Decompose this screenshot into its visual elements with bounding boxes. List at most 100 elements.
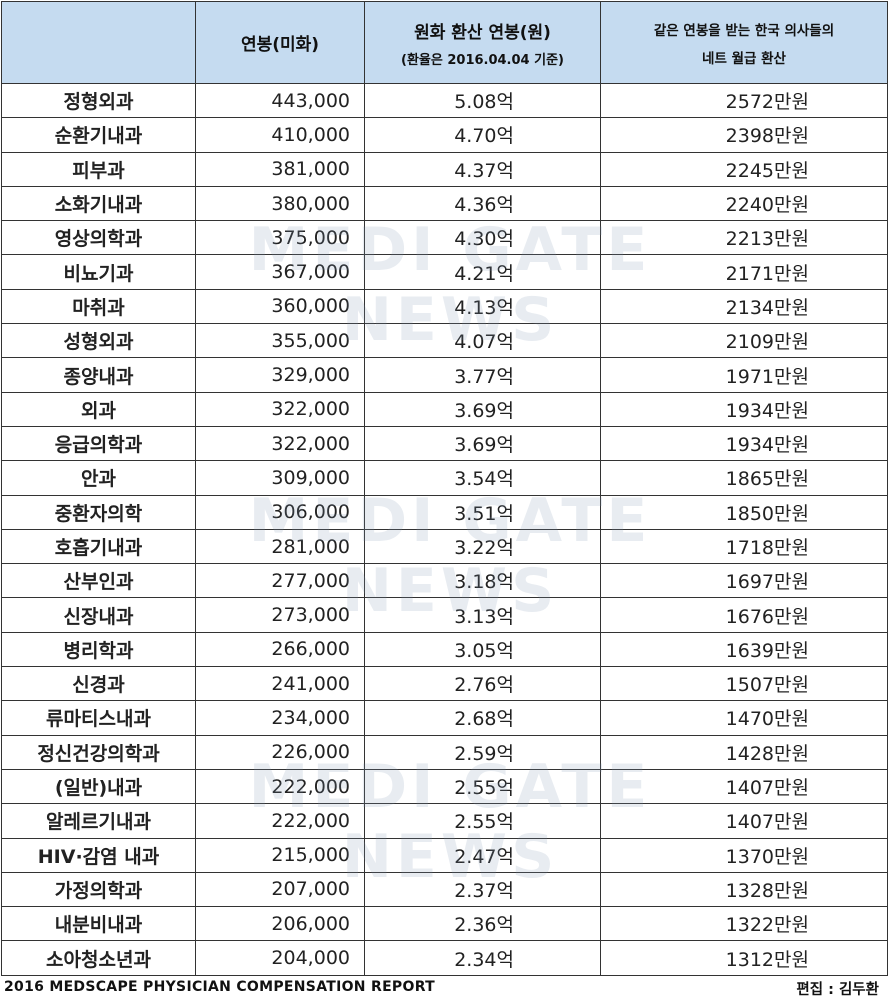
- cell-usd-salary: 206,000: [195, 906, 365, 942]
- cell-usd-salary: 410,000: [195, 117, 365, 153]
- cell-krw-salary: 4.37억: [364, 151, 601, 187]
- cell-specialty: 안과: [1, 460, 196, 496]
- table-row: 외과 322,000 3.69억 1934만원: [1, 391, 888, 427]
- cell-usd-salary: 306,000: [195, 494, 365, 530]
- cell-usd-salary: 234,000: [195, 700, 365, 736]
- cell-usd-salary: 204,000: [195, 940, 365, 976]
- cell-specialty: 호흡기내과: [1, 528, 196, 565]
- cell-specialty: 산부인과: [1, 563, 196, 599]
- cell-usd-salary: 380,000: [195, 185, 365, 222]
- cell-specialty: 신장내과: [1, 597, 196, 633]
- cell-monthly-net: 1370만원: [600, 837, 888, 873]
- cell-specialty: 순환기내과: [1, 117, 196, 153]
- table-row: 호흡기내과 281,000 3.22억 1718만원: [1, 528, 888, 565]
- cell-specialty: 종양내과: [1, 357, 196, 393]
- cell-krw-salary: 4.70억: [364, 117, 601, 153]
- cell-krw-salary: 4.36억: [364, 185, 601, 222]
- header-specialty: [1, 1, 196, 84]
- cell-usd-salary: 273,000: [195, 597, 365, 633]
- table-row: 영상의학과 375,000 4.30억 2213만원: [1, 220, 888, 256]
- cell-usd-salary: 277,000: [195, 563, 365, 599]
- table-row: 신경과 241,000 2.76억 1507만원: [1, 666, 888, 702]
- editor-credit: 편집 : 김두환: [796, 982, 879, 998]
- cell-specialty: 가정의학과: [1, 871, 196, 908]
- header-krw-note: (환율은 2016.04.04 기준): [401, 52, 564, 68]
- cell-monthly-net: 1697만원: [600, 563, 888, 599]
- cell-monthly-net: 1407만원: [600, 768, 888, 805]
- table-row: 신장내과 273,000 3.13억 1676만원: [1, 597, 888, 633]
- cell-krw-salary: 3.18억: [364, 563, 601, 599]
- cell-monthly-net: 2398만원: [600, 117, 888, 153]
- cell-krw-salary: 2.47억: [364, 837, 601, 873]
- cell-monthly-net: 1850만원: [600, 494, 888, 530]
- cell-monthly-net: 1312만원: [600, 940, 888, 976]
- cell-krw-salary: 2.68억: [364, 700, 601, 736]
- cell-usd-salary: 322,000: [195, 425, 365, 462]
- table-row: 정형외과 443,000 5.08억 2572만원: [1, 82, 888, 119]
- table-row: 안과 309,000 3.54억 1865만원: [1, 460, 888, 496]
- cell-krw-salary: 3.05억: [364, 631, 601, 668]
- table-body: 정형외과 443,000 5.08억 2572만원 순환기내과 410,000 4.70억 2…: [1, 82, 888, 976]
- table-row: 마취과 360,000 4.13억 2134만원: [1, 288, 888, 325]
- header-krw-label: 원화 환산 연봉(원): [414, 22, 551, 43]
- cell-krw-salary: 3.69억: [364, 425, 601, 462]
- table-row: 응급의학과 322,000 3.69억 1934만원: [1, 425, 888, 462]
- cell-specialty: 비뇨기과: [1, 254, 196, 290]
- cell-specialty: 피부과: [1, 151, 196, 187]
- table-row: 소화기내과 380,000 4.36억 2240만원: [1, 185, 888, 222]
- cell-monthly-net: 2213만원: [600, 220, 888, 256]
- cell-usd-salary: 266,000: [195, 631, 365, 668]
- table-row: 가정의학과 207,000 2.37억 1328만원: [1, 871, 888, 908]
- cell-specialty: 중환자의학: [1, 494, 196, 530]
- cell-krw-salary: 2.36억: [364, 906, 601, 942]
- cell-specialty: 응급의학과: [1, 425, 196, 462]
- header-usd-label: 연봉(미화): [240, 35, 320, 55]
- table-row: 피부과 381,000 4.37억 2245만원: [1, 151, 888, 187]
- cell-specialty: 알레르기내과: [1, 803, 196, 839]
- cell-usd-salary: 375,000: [195, 220, 365, 256]
- table-header: 연봉(미화) 원화 환산 연봉(원) (환율은 2016.04.04 기준) 같…: [1, 1, 888, 84]
- cell-usd-salary: 207,000: [195, 871, 365, 908]
- cell-usd-salary: 381,000: [195, 151, 365, 187]
- cell-krw-salary: 2.55억: [364, 768, 601, 805]
- source-caption: 2016 MEDSCAPE PHYSICIAN COMPENSATION REP…: [4, 979, 435, 995]
- table-row: 정신건강의학과 226,000 2.59억 1428만원: [1, 734, 888, 770]
- cell-krw-salary: 2.76억: [364, 666, 601, 702]
- table-row: 알레르기내과 222,000 2.55억 1407만원: [1, 803, 888, 839]
- cell-krw-salary: 2.55억: [364, 803, 601, 839]
- cell-monthly-net: 1407만원: [600, 803, 888, 839]
- cell-specialty: 정형외과: [1, 82, 196, 119]
- cell-monthly-net: 2572만원: [600, 82, 888, 119]
- header-usd-salary: 연봉(미화): [195, 1, 365, 84]
- cell-specialty: HIV·감염 내과: [1, 837, 196, 873]
- table-row: 비뇨기과 367,000 4.21억 2171만원: [1, 254, 888, 290]
- cell-monthly-net: 1639만원: [600, 631, 888, 668]
- cell-usd-salary: 360,000: [195, 288, 365, 325]
- cell-monthly-net: 1934만원: [600, 425, 888, 462]
- cell-specialty: 정신건강의학과: [1, 734, 196, 770]
- salary-table: 연봉(미화) 원화 환산 연봉(원) (환율은 2016.04.04 기준) 같…: [1, 1, 888, 976]
- cell-usd-salary: 355,000: [195, 323, 365, 359]
- cell-specialty: 류마티스내과: [1, 700, 196, 736]
- cell-krw-salary: 2.34억: [364, 940, 601, 976]
- cell-monthly-net: 2134만원: [600, 288, 888, 325]
- cell-monthly-net: 1865만원: [600, 460, 888, 496]
- cell-monthly-net: 2240만원: [600, 185, 888, 222]
- cell-specialty: 병리학과: [1, 631, 196, 668]
- cell-specialty: 외과: [1, 391, 196, 427]
- cell-monthly-net: 1718만원: [600, 528, 888, 565]
- header-monthly-net: 같은 연봉을 받는 한국 의사들의 네트 월급 환산: [600, 1, 888, 84]
- cell-krw-salary: 3.77억: [364, 357, 601, 393]
- cell-usd-salary: 322,000: [195, 391, 365, 427]
- header-monthly-line2: 네트 월급 환산: [702, 50, 786, 67]
- cell-specialty: 소화기내과: [1, 185, 196, 222]
- cell-krw-salary: 3.22억: [364, 528, 601, 565]
- cell-usd-salary: 222,000: [195, 803, 365, 839]
- cell-usd-salary: 222,000: [195, 768, 365, 805]
- cell-krw-salary: 5.08억: [364, 82, 601, 119]
- cell-monthly-net: 1428만원: [600, 734, 888, 770]
- table-row: HIV·감염 내과 215,000 2.47억 1370만원: [1, 837, 888, 873]
- table-row: 성형외과 355,000 4.07억 2109만원: [1, 323, 888, 359]
- header-krw-salary: 원화 환산 연봉(원) (환율은 2016.04.04 기준): [364, 1, 601, 84]
- cell-usd-salary: 329,000: [195, 357, 365, 393]
